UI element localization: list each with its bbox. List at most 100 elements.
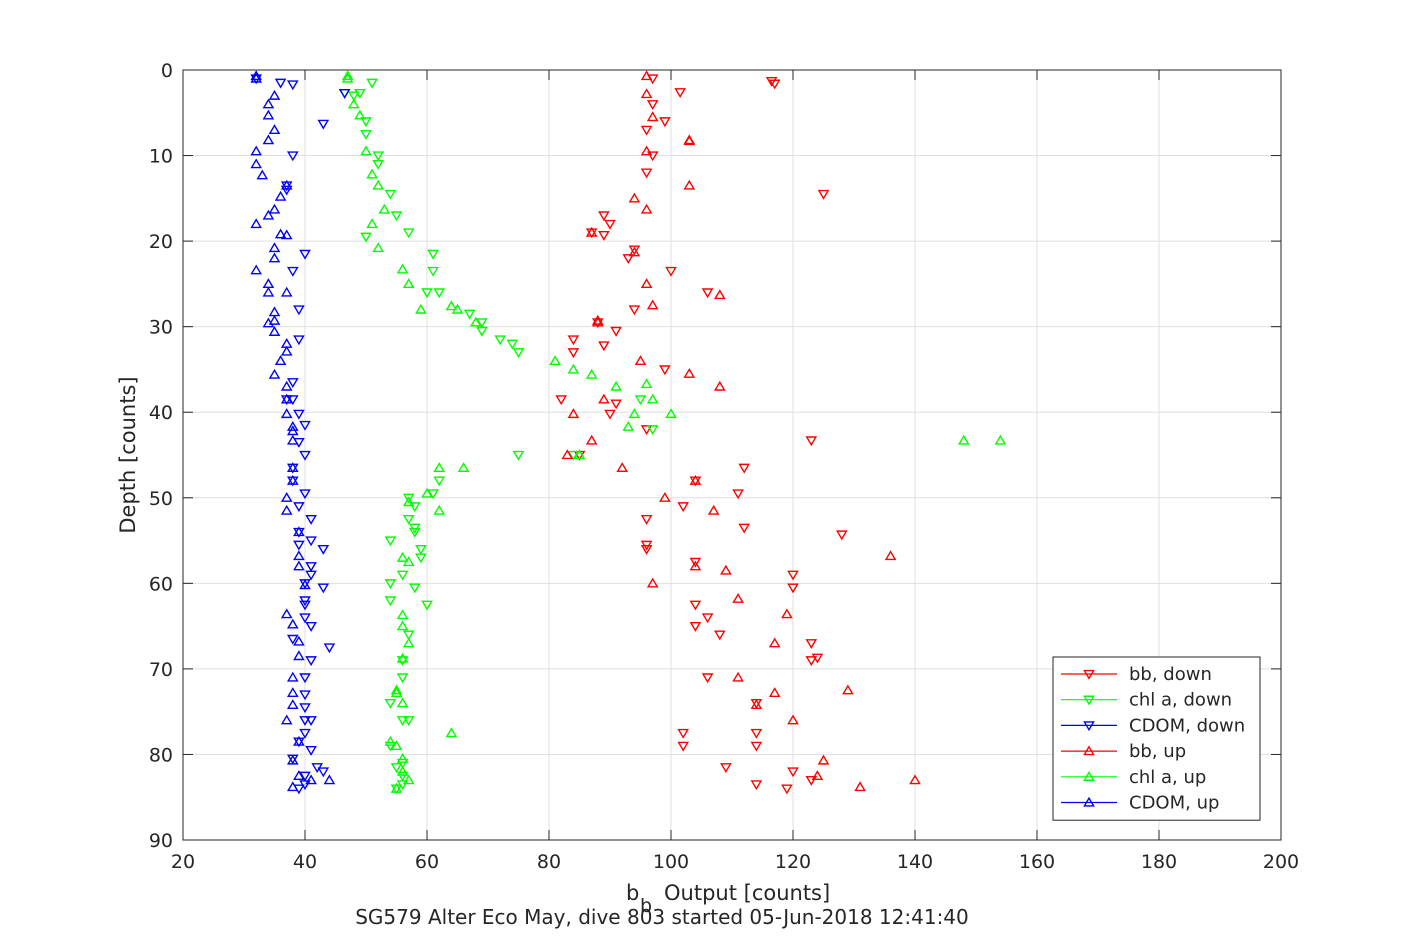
data-point bbox=[402, 515, 415, 525]
y-tick-label: 0 bbox=[161, 60, 173, 82]
data-point bbox=[640, 70, 653, 81]
data-point bbox=[805, 656, 818, 667]
data-point bbox=[262, 109, 275, 120]
data-point bbox=[299, 716, 311, 726]
legend-marker bbox=[1083, 695, 1095, 706]
data-point bbox=[366, 218, 378, 229]
data-point bbox=[280, 714, 293, 725]
data-point bbox=[268, 242, 281, 253]
data-point bbox=[317, 583, 330, 594]
data-point bbox=[634, 355, 647, 366]
data-point bbox=[415, 553, 427, 564]
data-point bbox=[268, 368, 281, 379]
data-point bbox=[390, 687, 403, 697]
data-point bbox=[305, 562, 317, 572]
data-point bbox=[421, 288, 433, 299]
data-point bbox=[469, 316, 482, 327]
data-point bbox=[628, 192, 641, 203]
data-point bbox=[299, 489, 311, 500]
data-point bbox=[293, 540, 305, 551]
data-point bbox=[768, 637, 781, 648]
data-point bbox=[768, 687, 781, 697]
axes-box bbox=[182, 69, 1282, 841]
data-point bbox=[354, 109, 366, 120]
data-point bbox=[640, 544, 653, 555]
legend-label: bb, up bbox=[1129, 741, 1186, 762]
data-point bbox=[408, 583, 421, 594]
data-point bbox=[396, 652, 409, 663]
data-point bbox=[293, 550, 305, 561]
data-point bbox=[585, 368, 598, 379]
data-point bbox=[646, 393, 659, 404]
data-point bbox=[262, 286, 275, 297]
axis-ticks: 20 40 60 80 100 120 140 160 180 200 0 10 20 30 40 50 60 7… bbox=[149, 60, 1299, 873]
x-tick-label: 100 bbox=[653, 851, 689, 873]
data-point bbox=[268, 252, 281, 263]
data-point bbox=[811, 653, 824, 664]
y-tick-label: 40 bbox=[149, 402, 173, 424]
data-point bbox=[384, 189, 397, 200]
data-point bbox=[457, 462, 470, 472]
y-tick-label: 20 bbox=[149, 231, 173, 253]
series-chl-a-down bbox=[338, 78, 659, 795]
data-point bbox=[268, 314, 281, 325]
data-point bbox=[689, 560, 702, 571]
data-point bbox=[293, 305, 305, 316]
legend-label: CDOM, down bbox=[1129, 715, 1245, 736]
legend-box bbox=[1052, 656, 1261, 821]
data-point bbox=[384, 698, 397, 709]
data-point bbox=[640, 203, 653, 214]
data-point bbox=[305, 515, 317, 525]
data-point bbox=[750, 728, 763, 739]
data-point bbox=[433, 462, 446, 472]
data-point bbox=[360, 130, 372, 140]
data-point bbox=[402, 493, 415, 504]
data-point bbox=[640, 125, 653, 136]
data-point bbox=[341, 70, 354, 81]
data-point bbox=[293, 650, 305, 661]
y-tick-label: 30 bbox=[149, 317, 173, 339]
data-point bbox=[854, 781, 866, 792]
data-point bbox=[408, 502, 421, 513]
data-point bbox=[713, 380, 726, 391]
data-point bbox=[396, 673, 409, 684]
data-point bbox=[787, 583, 799, 594]
data-point bbox=[360, 232, 372, 243]
y-axis-label: Depth [counts] bbox=[116, 376, 140, 533]
data-point bbox=[268, 89, 281, 100]
data-point bbox=[268, 326, 281, 336]
x-tick-label: 160 bbox=[1019, 851, 1055, 873]
data-point bbox=[280, 492, 293, 502]
legend-label: chl a, down bbox=[1129, 690, 1232, 711]
data-point bbox=[506, 339, 519, 350]
series-chl-a-up bbox=[341, 70, 1007, 793]
data-point bbox=[286, 687, 299, 697]
grid bbox=[182, 69, 1282, 841]
data-point bbox=[585, 434, 598, 445]
data-point bbox=[567, 348, 580, 359]
data-point bbox=[689, 474, 702, 485]
data-point bbox=[299, 249, 311, 260]
data-point bbox=[372, 179, 385, 190]
data-point bbox=[299, 728, 311, 739]
data-point bbox=[305, 746, 317, 756]
data-point bbox=[372, 242, 385, 253]
data-point bbox=[591, 314, 604, 325]
data-point bbox=[299, 771, 311, 782]
y-tick-label: 80 bbox=[149, 744, 173, 766]
data-point bbox=[274, 190, 287, 201]
data-point bbox=[701, 613, 714, 624]
data-point bbox=[286, 80, 299, 91]
data-point bbox=[659, 117, 671, 128]
data-point bbox=[286, 434, 299, 445]
legend-label: CDOM, up bbox=[1129, 793, 1219, 814]
data-point bbox=[720, 763, 732, 774]
data-point bbox=[338, 88, 351, 99]
data-point bbox=[293, 560, 305, 571]
figure-caption: SG579 Alter Eco May, dive 803 started 05… bbox=[355, 905, 969, 929]
data-point bbox=[805, 639, 818, 649]
data-point bbox=[347, 91, 360, 102]
data-point bbox=[561, 449, 574, 460]
data-point bbox=[628, 305, 641, 316]
data-point bbox=[286, 618, 299, 629]
